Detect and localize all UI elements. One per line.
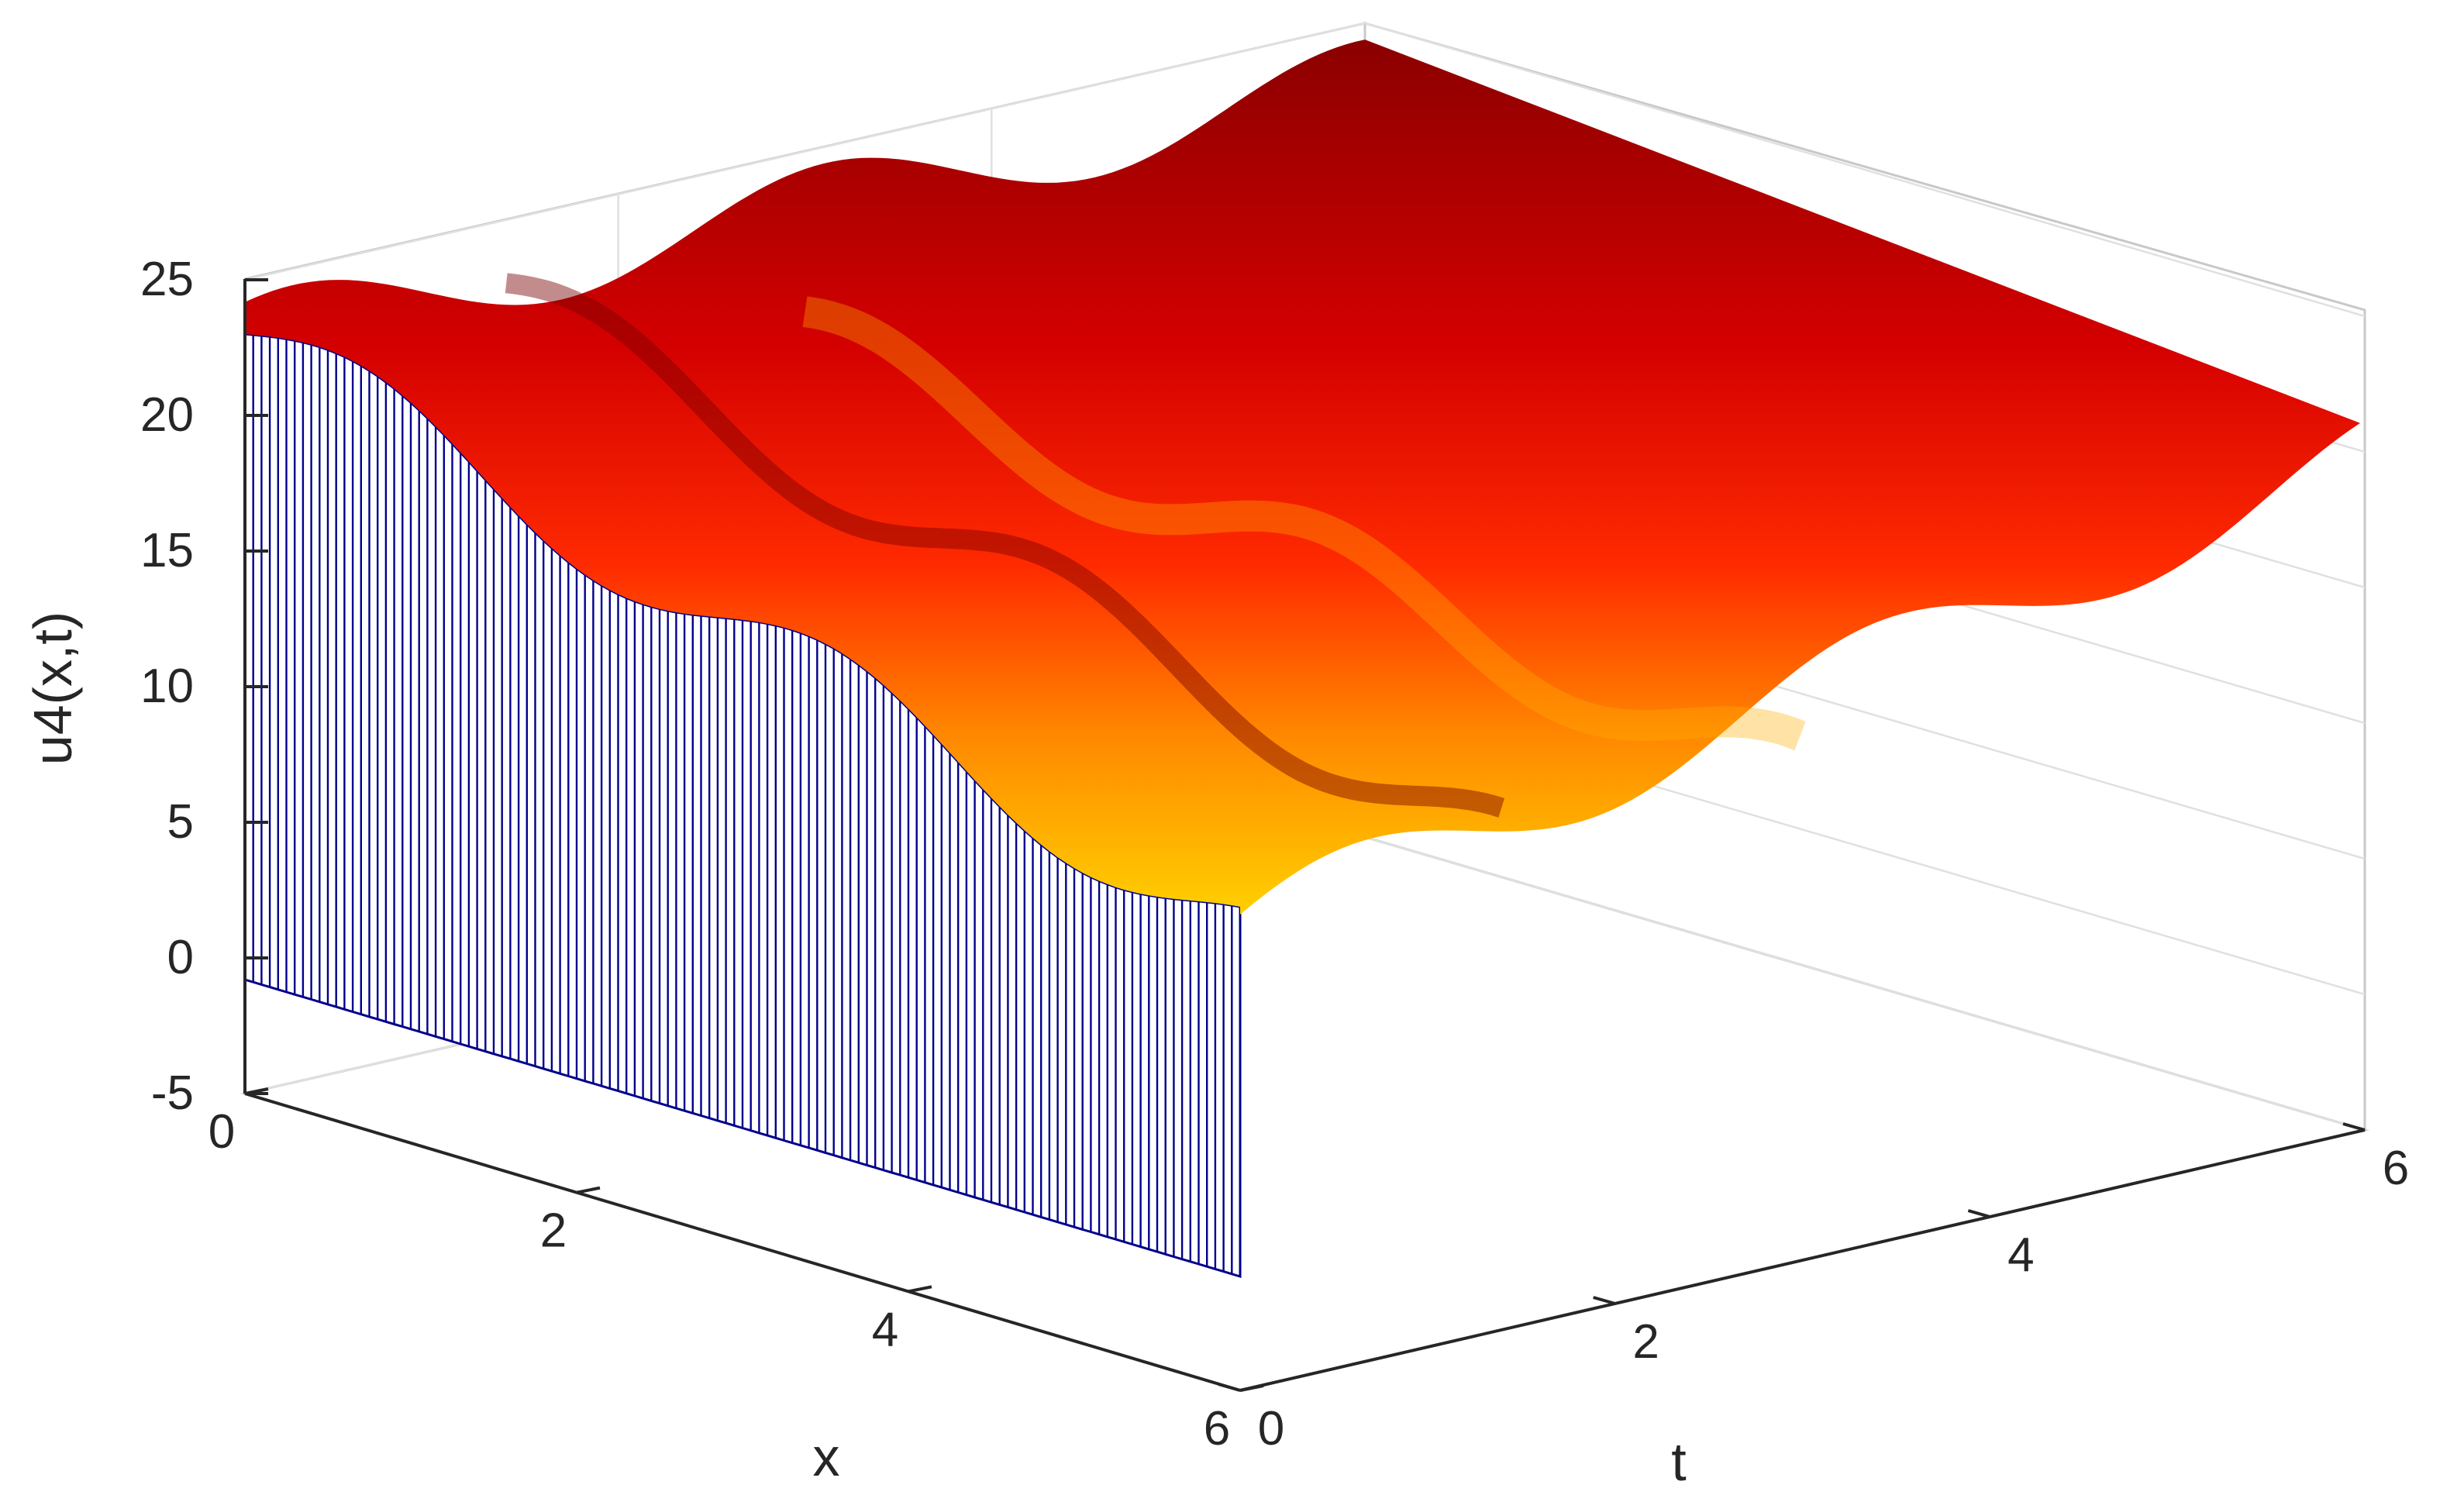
x-tick-label: 0	[208, 1105, 235, 1159]
t-axis-label: t	[1671, 1431, 1686, 1492]
x-axis-line	[244, 1092, 1241, 1392]
t-axis-line	[1239, 1128, 2366, 1392]
z-tick-label: 0	[167, 931, 194, 984]
surface-group	[243, 40, 2360, 1279]
z-tick-label: 15	[140, 524, 194, 577]
z-tick-label: 5	[167, 795, 194, 849]
grid-line-z	[1364, 22, 2366, 318]
t-ticks: 0 2 4 6	[1218, 1122, 2409, 1455]
t-tick-mark	[1593, 1296, 1616, 1305]
t-tick-label: 0	[1258, 1402, 1284, 1455]
surface-ridge-shade	[505, 273, 1505, 818]
x-tick-mark	[576, 1186, 601, 1194]
t-tick-label: 6	[2383, 1142, 2409, 1195]
x-tick-mark	[908, 1285, 932, 1294]
grid-line-z	[244, 22, 1366, 281]
grid-line-z	[1364, 835, 2366, 1132]
x-tick-label: 4	[872, 1303, 898, 1356]
t-tick-label: 4	[2007, 1228, 2034, 1282]
surface-top	[245, 40, 2360, 915]
surface-ridge-shade-2	[802, 296, 1806, 751]
t-tick-mark	[1218, 1383, 1241, 1392]
z-axis-label: u4(x,t)	[22, 611, 83, 765]
x-tick-label: 6	[1204, 1402, 1230, 1455]
x-tick-mark	[244, 1087, 269, 1095]
t-tick-mark	[2342, 1122, 2366, 1132]
t-tick-mark	[1967, 1209, 1990, 1218]
z-tick-label: 25	[140, 253, 194, 306]
z-tick-label: 10	[140, 660, 194, 713]
surface-edge-lines	[243, 334, 1242, 1276]
x-tick-label: 2	[540, 1204, 567, 1258]
x-axis-label: x	[813, 1427, 840, 1487]
t-tick-label: 2	[1632, 1315, 1659, 1369]
z-tick-label: -5	[151, 1066, 194, 1120]
x-tick-mark	[1239, 1384, 1264, 1392]
z-tick-label: 20	[140, 388, 194, 442]
x-ticks: 0 2 4 6	[208, 1087, 1264, 1455]
